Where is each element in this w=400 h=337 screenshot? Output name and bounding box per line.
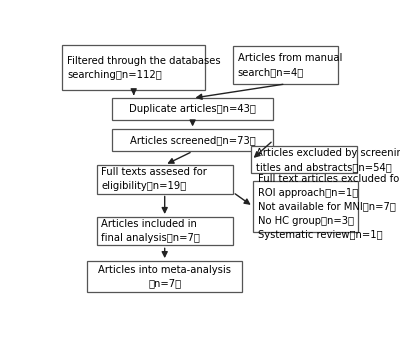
Text: Full text articles excluded for（n=12）:
ROI approach（n=1）
Not available for MNI（n: Full text articles excluded for（n=12）: R… xyxy=(258,174,400,240)
FancyBboxPatch shape xyxy=(62,45,205,90)
FancyBboxPatch shape xyxy=(96,217,233,245)
Text: Duplicate articles（n=43）: Duplicate articles（n=43） xyxy=(129,104,256,114)
Text: Full texts assesed for
eligibility（n=19）: Full texts assesed for eligibility（n=19） xyxy=(101,167,207,191)
FancyBboxPatch shape xyxy=(252,146,357,174)
FancyBboxPatch shape xyxy=(96,165,233,193)
Text: Articles from manual
search（n=4）: Articles from manual search（n=4） xyxy=(238,53,342,77)
FancyBboxPatch shape xyxy=(87,261,242,292)
FancyBboxPatch shape xyxy=(112,129,273,151)
Text: Articles screened（n=73）: Articles screened（n=73） xyxy=(130,135,256,145)
Text: Articles included in
final analysis（n=7）: Articles included in final analysis（n=7） xyxy=(101,219,200,243)
FancyBboxPatch shape xyxy=(253,181,358,233)
FancyBboxPatch shape xyxy=(233,46,338,84)
Text: Articles excluded by screening
titles and abstracts（n=54）: Articles excluded by screening titles an… xyxy=(256,148,400,172)
Text: Filtered through the databases
searching（n=112）: Filtered through the databases searching… xyxy=(67,56,221,80)
FancyBboxPatch shape xyxy=(112,98,273,120)
Text: Articles into meta-analysis
（n=7）: Articles into meta-analysis （n=7） xyxy=(98,265,231,288)
